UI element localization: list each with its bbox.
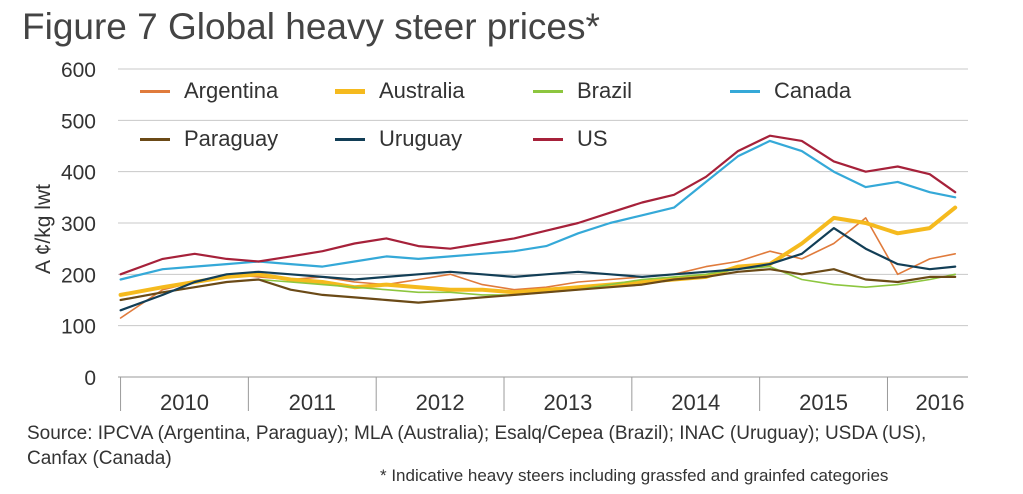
legend-label: Uruguay [379,126,463,151]
x-tick-label: 2016 [916,390,965,415]
x-tick-label: 2013 [543,390,592,415]
legend-label: Paraguay [184,126,279,151]
x-tick-label: 2012 [416,390,465,415]
legend-swatch [140,137,170,141]
x-tick-label: 2014 [671,390,720,415]
x-tick-label: 2015 [799,390,848,415]
legend-item-canada: Canada [730,78,851,104]
legend-label: Australia [379,78,465,103]
legend-item-us: US [533,126,608,152]
legend-label: Brazil [577,78,633,103]
legend-swatch [335,137,365,141]
y-axis: 0 100 200 300 400 500 600 [61,59,96,390]
x-axis: 2010 2011 2012 2013 2014 2015 2016 [120,377,965,415]
y-tick-label: 600 [61,59,96,82]
y-axis-label: A ¢/kg lwt [32,184,55,274]
series-line-brazil [119,265,957,301]
x-tick-label: 2011 [289,390,336,415]
y-tick-label: 500 [61,110,96,133]
source-note: Source: IPCVA (Argentina, Paraguay); MLA… [27,423,927,469]
y-tick-label: 300 [61,213,96,236]
series-line-us [119,134,957,276]
legend-item-uruguay: Uruguay [335,126,462,152]
y-tick-label: 0 [84,367,96,390]
series-line-uruguay [119,227,957,312]
legend-item-argentina: Argentina [140,78,278,104]
legend-swatch [140,89,170,93]
y-tick-label: 400 [61,162,96,185]
legend-item-paraguay: Paraguay [140,126,278,152]
series-line-paraguay [119,268,957,304]
series-line-canada [119,139,957,281]
legend-item-brazil: Brazil [533,78,632,104]
legend-swatch [533,89,563,93]
legend-swatch [730,89,760,93]
legend-swatch [335,88,365,94]
legend-label: Argentina [184,78,279,103]
y-tick-label: 100 [61,316,96,339]
chart-title: Figure 7 Global heavy steer prices* [22,6,600,47]
x-tick-label: 2010 [160,390,209,415]
legend-label: US [577,126,608,151]
series-lines [118,134,958,319]
legend-label: Canada [774,78,852,103]
y-tick-label: 200 [61,264,96,287]
legend-swatch [533,137,563,141]
gridlines [118,68,968,378]
legend-item-australia: Australia [335,78,465,104]
series-line-australia [118,205,958,297]
footnote: * Indicative heavy steers including gras… [380,466,889,485]
